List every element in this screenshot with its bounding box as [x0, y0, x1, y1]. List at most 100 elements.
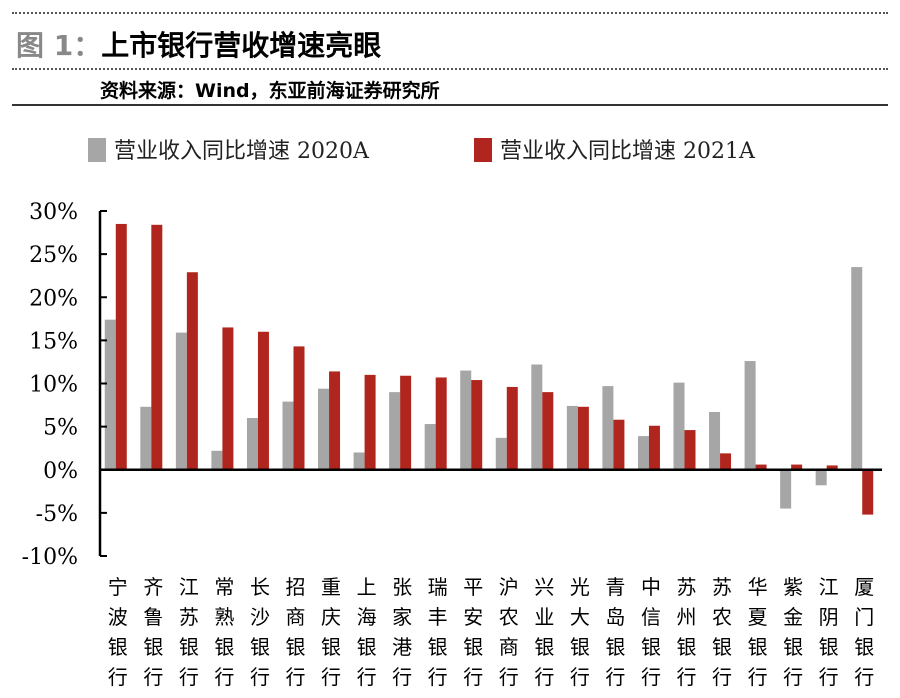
source-note: 资料来源：Wind，东亚前海证券研究所: [100, 80, 440, 102]
category-label-char: 业: [534, 605, 554, 629]
category-label-char: 银: [783, 635, 803, 659]
bar-2020-4: [246, 418, 258, 470]
header-rule: [12, 104, 888, 106]
category-label-char: 信: [641, 605, 661, 629]
bar-2020-9: [424, 424, 436, 470]
bar-2020-6: [318, 388, 330, 470]
category-label-char: 行: [712, 665, 732, 689]
category-label-char: 熟: [214, 605, 234, 629]
bar-2021-18: [755, 464, 767, 470]
category-label-char: 丰: [428, 605, 448, 629]
category-label-char: 金: [783, 605, 803, 629]
category-label-char: 银: [357, 635, 377, 659]
y-tick-label: 30%: [29, 200, 78, 225]
bar-2020-16: [673, 382, 685, 470]
bar-2021-7: [364, 374, 376, 470]
category-label-char: 行: [321, 665, 341, 689]
category-label-char: 行: [819, 665, 839, 689]
category-label-char: 银: [286, 635, 306, 659]
category-label-char: 家: [392, 605, 412, 629]
category-label-char: 银: [143, 635, 163, 659]
category-label-char: 银: [179, 635, 199, 659]
category-label-char: 长: [250, 575, 270, 599]
category-label-char: 齐: [143, 575, 163, 599]
bar-2021-15: [648, 425, 660, 470]
category-label-char: 银: [214, 635, 234, 659]
category-label-char: 行: [534, 665, 554, 689]
legend-swatch-2020: [88, 138, 106, 162]
category-label-char: 行: [748, 665, 768, 689]
category-label-char: 门: [854, 605, 874, 629]
bar-2020-13: [566, 405, 578, 470]
category-label-char: 银: [321, 635, 341, 659]
bar-2020-15: [637, 436, 649, 470]
category-label-char: 江: [179, 575, 199, 599]
bar-2021-3: [222, 327, 234, 470]
category-label-char: 紫: [783, 575, 803, 599]
category-label-char: 州: [677, 605, 697, 629]
bar-2020-11: [495, 437, 507, 470]
category-label-char: 农: [499, 605, 519, 629]
bar-2021-9: [435, 377, 447, 470]
category-label-char: 平: [463, 575, 483, 599]
bar-2021-0: [115, 223, 127, 470]
bar-2021-1: [151, 224, 163, 470]
bar-2020-8: [389, 392, 401, 470]
bar-2020-0: [104, 319, 116, 470]
y-tick-label: 0%: [43, 459, 78, 484]
category-label-char: 青: [605, 575, 625, 599]
title-text: 上市银行营收增速亮眼: [101, 29, 382, 62]
category-label-char: 华: [748, 575, 768, 599]
figure-title: 图 1：上市银行营收增速亮眼: [16, 24, 381, 64]
category-label-char: 行: [143, 665, 163, 689]
category-label-char: 重: [321, 575, 341, 599]
category-label-char: 银: [463, 635, 483, 659]
category-label-char: 商: [499, 635, 519, 659]
bar-2021-20: [826, 465, 838, 470]
bar-2021-11: [506, 386, 518, 470]
category-label-char: 宁: [108, 575, 128, 599]
y-tick-label: 25%: [29, 243, 78, 268]
y-tick-label: 15%: [29, 329, 78, 354]
bar-2020-21: [851, 267, 863, 470]
legend: 营业收入同比增速 2020A 营业收入同比增速 2021A: [88, 138, 756, 164]
category-label-char: 行: [463, 665, 483, 689]
bar-2021-5: [293, 346, 305, 470]
category-label-char: 行: [214, 665, 234, 689]
category-label-char: 江: [819, 575, 839, 599]
category-label-char: 银: [428, 635, 448, 659]
category-label-char: 沪: [499, 575, 519, 599]
bar-2021-6: [329, 371, 341, 470]
category-label-char: 行: [499, 665, 519, 689]
bar-2020-3: [211, 450, 223, 470]
bar-2021-14: [613, 419, 625, 470]
legend-label-2020: 营业收入同比增速 2020A: [114, 139, 370, 164]
category-label-char: 行: [108, 665, 128, 689]
category-label-char: 行: [392, 665, 412, 689]
bar-2021-2: [186, 272, 198, 470]
legend-label-2021: 营业收入同比增速 2021A: [500, 139, 756, 164]
category-label-char: 苏: [179, 605, 199, 629]
category-label-char: 海: [357, 605, 377, 629]
category-label-char: 庆: [321, 605, 341, 629]
category-label-char: 招: [286, 575, 306, 599]
category-label-char: 行: [286, 665, 306, 689]
category-label-char: 行: [570, 665, 590, 689]
bar-2021-12: [542, 392, 554, 470]
bar-2021-17: [720, 453, 732, 470]
bar-2020-18: [744, 361, 756, 470]
legend-swatch-2021: [474, 138, 492, 162]
category-label-char: 行: [854, 665, 874, 689]
category-label-char: 银: [641, 635, 661, 659]
category-label-char: 银: [854, 635, 874, 659]
category-label-char: 银: [534, 635, 554, 659]
category-label-char: 中: [641, 575, 661, 599]
category-label-char: 银: [570, 635, 590, 659]
category-label-char: 行: [677, 665, 697, 689]
category-label-char: 行: [250, 665, 270, 689]
bar-2020-5: [282, 401, 294, 470]
y-tick-label: 20%: [29, 286, 78, 311]
bar-2020-14: [602, 386, 614, 470]
